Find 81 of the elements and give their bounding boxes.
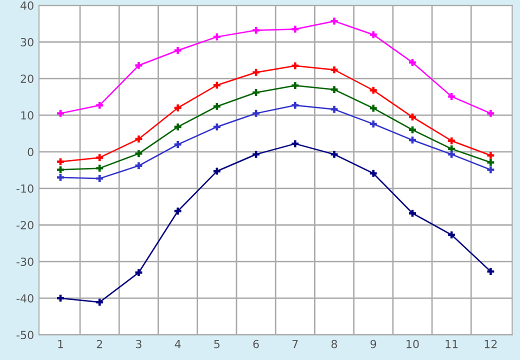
point bbox=[96, 175, 104, 182]
point bbox=[292, 102, 299, 109]
point bbox=[57, 294, 64, 302]
point bbox=[448, 150, 456, 158]
point bbox=[370, 170, 377, 177]
point bbox=[57, 174, 64, 181]
point bbox=[252, 89, 260, 96]
point bbox=[213, 33, 220, 40]
point bbox=[96, 298, 104, 306]
y-tick-label: 40 bbox=[20, 1, 34, 10]
x-tick-label: 11 bbox=[446, 340, 458, 348]
point bbox=[370, 31, 377, 38]
point bbox=[213, 168, 220, 175]
point bbox=[213, 102, 220, 110]
y-tick-label: 0 bbox=[28, 148, 34, 156]
point bbox=[330, 106, 338, 113]
x-tick-label: 5 bbox=[214, 340, 220, 348]
point bbox=[370, 86, 377, 94]
point bbox=[135, 269, 142, 276]
x-tick-label: 2 bbox=[96, 340, 102, 348]
point bbox=[330, 18, 338, 25]
point bbox=[487, 268, 494, 275]
y-tick-label: -50 bbox=[16, 330, 34, 340]
y-tick-label: 20 bbox=[20, 74, 34, 83]
point bbox=[252, 110, 260, 117]
point bbox=[174, 104, 182, 112]
point bbox=[330, 66, 338, 74]
point bbox=[487, 152, 494, 159]
point bbox=[174, 141, 182, 148]
point bbox=[57, 110, 64, 117]
x-tick-label: 4 bbox=[174, 340, 181, 348]
y-tick-label: 10 bbox=[21, 111, 34, 120]
point bbox=[409, 59, 416, 66]
x-tick-label: 12 bbox=[484, 340, 497, 348]
point bbox=[213, 82, 220, 89]
point bbox=[135, 150, 142, 158]
point bbox=[96, 154, 104, 162]
point bbox=[330, 86, 338, 94]
x-tick-label: 3 bbox=[136, 340, 142, 348]
y-tick-label: -40 bbox=[16, 294, 34, 303]
point bbox=[174, 46, 182, 54]
x-tick-label: 8 bbox=[331, 340, 338, 348]
y-tick-label: -30 bbox=[16, 258, 34, 266]
point bbox=[135, 62, 142, 69]
point bbox=[448, 93, 456, 100]
point bbox=[252, 150, 260, 158]
y-tick-label: 30 bbox=[20, 38, 34, 46]
point bbox=[213, 123, 220, 130]
point bbox=[174, 123, 182, 130]
point bbox=[96, 102, 104, 109]
point bbox=[135, 162, 142, 170]
point bbox=[487, 110, 494, 117]
point bbox=[487, 158, 494, 166]
point bbox=[448, 137, 456, 144]
point bbox=[409, 210, 416, 217]
point bbox=[96, 164, 104, 172]
x-tick-label: 10 bbox=[406, 340, 419, 348]
point bbox=[252, 68, 260, 76]
point bbox=[57, 166, 64, 174]
point bbox=[409, 126, 416, 134]
point bbox=[292, 26, 299, 33]
point bbox=[292, 140, 299, 148]
x-tick-label: 1 bbox=[58, 340, 64, 348]
point bbox=[292, 62, 299, 70]
y-tick-label: -20 bbox=[16, 220, 34, 230]
point bbox=[135, 136, 142, 142]
point bbox=[409, 136, 416, 144]
point bbox=[370, 120, 377, 128]
point bbox=[448, 231, 456, 238]
point bbox=[409, 114, 416, 120]
x-tick-label: 9 bbox=[370, 340, 376, 348]
point bbox=[57, 158, 64, 166]
point bbox=[370, 104, 377, 112]
point bbox=[252, 26, 260, 34]
point bbox=[174, 208, 182, 215]
y-tick-label: -10 bbox=[16, 184, 34, 193]
point bbox=[292, 82, 299, 90]
point bbox=[330, 150, 338, 158]
x-tick-label: 7 bbox=[292, 340, 298, 348]
x-tick-label: 6 bbox=[253, 340, 259, 348]
point bbox=[487, 166, 494, 174]
